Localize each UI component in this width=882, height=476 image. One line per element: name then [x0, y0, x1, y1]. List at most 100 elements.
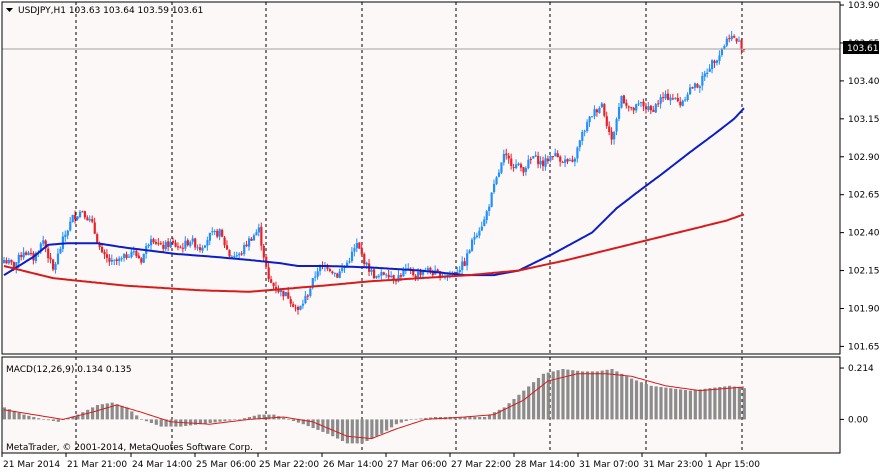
bull-candle [637, 103, 640, 105]
macd-bar [159, 419, 163, 427]
bear-candle [86, 217, 89, 221]
bull-candle [576, 147, 579, 159]
macd-bar [688, 390, 692, 420]
bull-candle [118, 258, 121, 262]
macd-bar [644, 384, 648, 420]
macd-bar [634, 380, 639, 420]
x-tick-label: 25 Mar 22:00 [259, 460, 319, 470]
copyright-text: MetaTrader, © 2001-2014, MetaQuotes Soft… [6, 443, 253, 453]
bear-candle [270, 279, 273, 283]
bull-candle [333, 272, 336, 274]
macd-bar [91, 407, 95, 420]
bull-candle [723, 45, 726, 50]
bear-candle [105, 254, 109, 258]
bear-candle [186, 240, 189, 246]
bear-candle [267, 267, 270, 279]
bear-candle [505, 153, 508, 156]
bull-candle [169, 241, 172, 248]
bull-candle [417, 272, 420, 278]
bull-candle [578, 140, 581, 148]
bear-candle [162, 244, 165, 249]
macd-signal-line [3, 373, 744, 440]
bear-candle [115, 259, 118, 262]
macd-bar [610, 369, 614, 420]
bull-candle [402, 270, 405, 277]
price-pane-background[interactable] [2, 2, 840, 354]
bull-candle [54, 264, 57, 270]
bear-candle [603, 104, 606, 116]
macd-bar [291, 419, 296, 421]
bull-candle [385, 274, 388, 276]
x-tick-label: 21 Mar 21:00 [67, 460, 127, 470]
bull-candle [586, 122, 589, 131]
macd-bar [414, 418, 418, 420]
macd-bar [576, 370, 580, 420]
bear-candle [12, 262, 15, 269]
bear-candle [274, 286, 278, 290]
macd-bar [380, 419, 384, 434]
macd-bar [693, 390, 697, 420]
bull-candle [350, 251, 354, 261]
bull-candle [110, 259, 113, 262]
bear-candle [671, 98, 675, 100]
bull-candle [684, 99, 687, 101]
time-axis[interactable]: 21 Mar 2014 21 Mar 21:00 24 Mar 14:00 25 Ma… [1, 453, 760, 470]
bear-candle [522, 167, 525, 173]
bull-candle [554, 152, 557, 157]
macd-bar [140, 419, 144, 420]
bull-candle [71, 214, 74, 223]
macd-bar [331, 419, 335, 437]
macd-bar [385, 419, 389, 431]
bull-candle [681, 100, 684, 107]
bear-candle [630, 107, 633, 109]
bull-candle [218, 229, 221, 237]
bull-candle [475, 235, 479, 238]
macd-bar [708, 388, 712, 420]
macd-bar [149, 419, 153, 423]
macd-bar [174, 419, 178, 427]
bull-candle [458, 269, 461, 273]
bull-candle [66, 230, 69, 236]
bull-candle [76, 216, 79, 220]
chart-menu-triangle-icon[interactable] [6, 8, 13, 12]
bear-candle [436, 269, 439, 272]
bear-candle [666, 93, 670, 100]
bull-candle [252, 235, 256, 241]
bear-candle [240, 253, 243, 255]
macd-bar [262, 414, 266, 420]
bear-candle [282, 290, 285, 297]
bull-candle [301, 303, 305, 306]
bull-candle [279, 290, 283, 292]
bull-candle [127, 256, 131, 258]
bull-candle [3, 260, 6, 264]
macd-bar [625, 376, 629, 420]
macd-bar [208, 419, 212, 423]
slow-moving-average-line [3, 213, 745, 293]
macd-bar [732, 386, 737, 420]
bull-candle [390, 275, 393, 278]
bear-candle [733, 36, 736, 38]
macd-bar [66, 418, 70, 420]
macd-bar [287, 419, 291, 420]
x-tick-label: 31 Mar 07:00 [579, 460, 639, 470]
macd-bar [698, 389, 702, 420]
bull-candle [213, 230, 216, 232]
macd-bar [120, 405, 124, 420]
bull-candle [123, 253, 126, 259]
bear-candle [561, 161, 564, 163]
macd-bar [257, 414, 261, 420]
bear-candle [644, 106, 648, 110]
bear-candle [176, 246, 180, 248]
bull-candle [365, 262, 368, 265]
macd-bar [541, 373, 545, 420]
macd-bar [536, 378, 541, 420]
bull-candle [461, 261, 464, 271]
bull-candle [715, 60, 719, 63]
bear-candle [328, 269, 332, 271]
bear-candle [20, 254, 23, 257]
bear-candle [713, 60, 716, 63]
bear-candle [25, 252, 28, 255]
macd-bar [581, 371, 585, 420]
